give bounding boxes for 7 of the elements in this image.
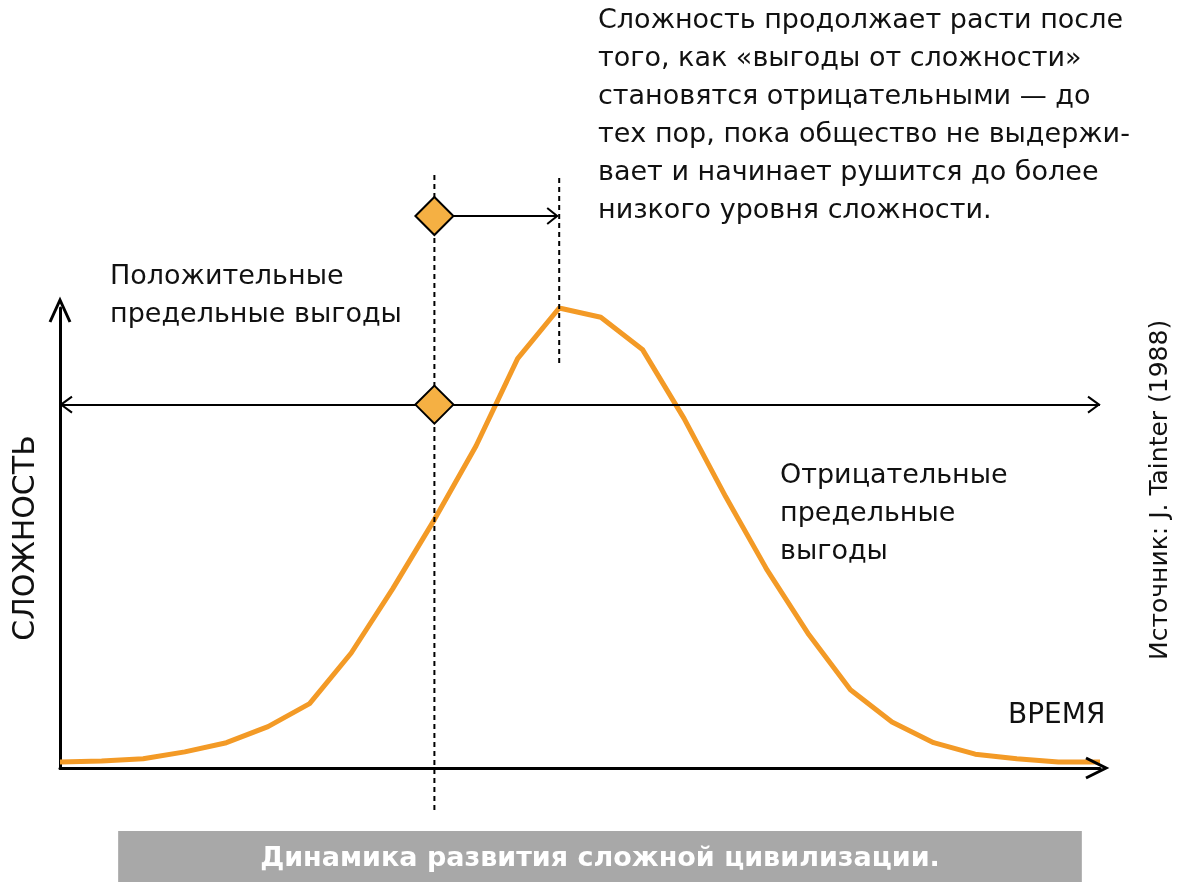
annotation: Положительные предельные выгоды [110, 258, 402, 330]
x-axis-title: ВРЕМЯ [1008, 696, 1106, 732]
annotation: Отрицательные предельные выгоды [780, 457, 1008, 567]
y-axis-title: СЛОЖНОСТЬ [5, 435, 41, 641]
text: Источник: J. Tainter (1988) [1143, 319, 1174, 660]
text: Сложность продолжает расти после того, как «выгоды от сложности» становятся отрицательными — до тех пор, пока общество не выдержи- вает и начинает рушится до более низкого уровня сложности. [598, 2, 1130, 226]
text: Динамика развития сложной цивилизации. [260, 841, 940, 872]
